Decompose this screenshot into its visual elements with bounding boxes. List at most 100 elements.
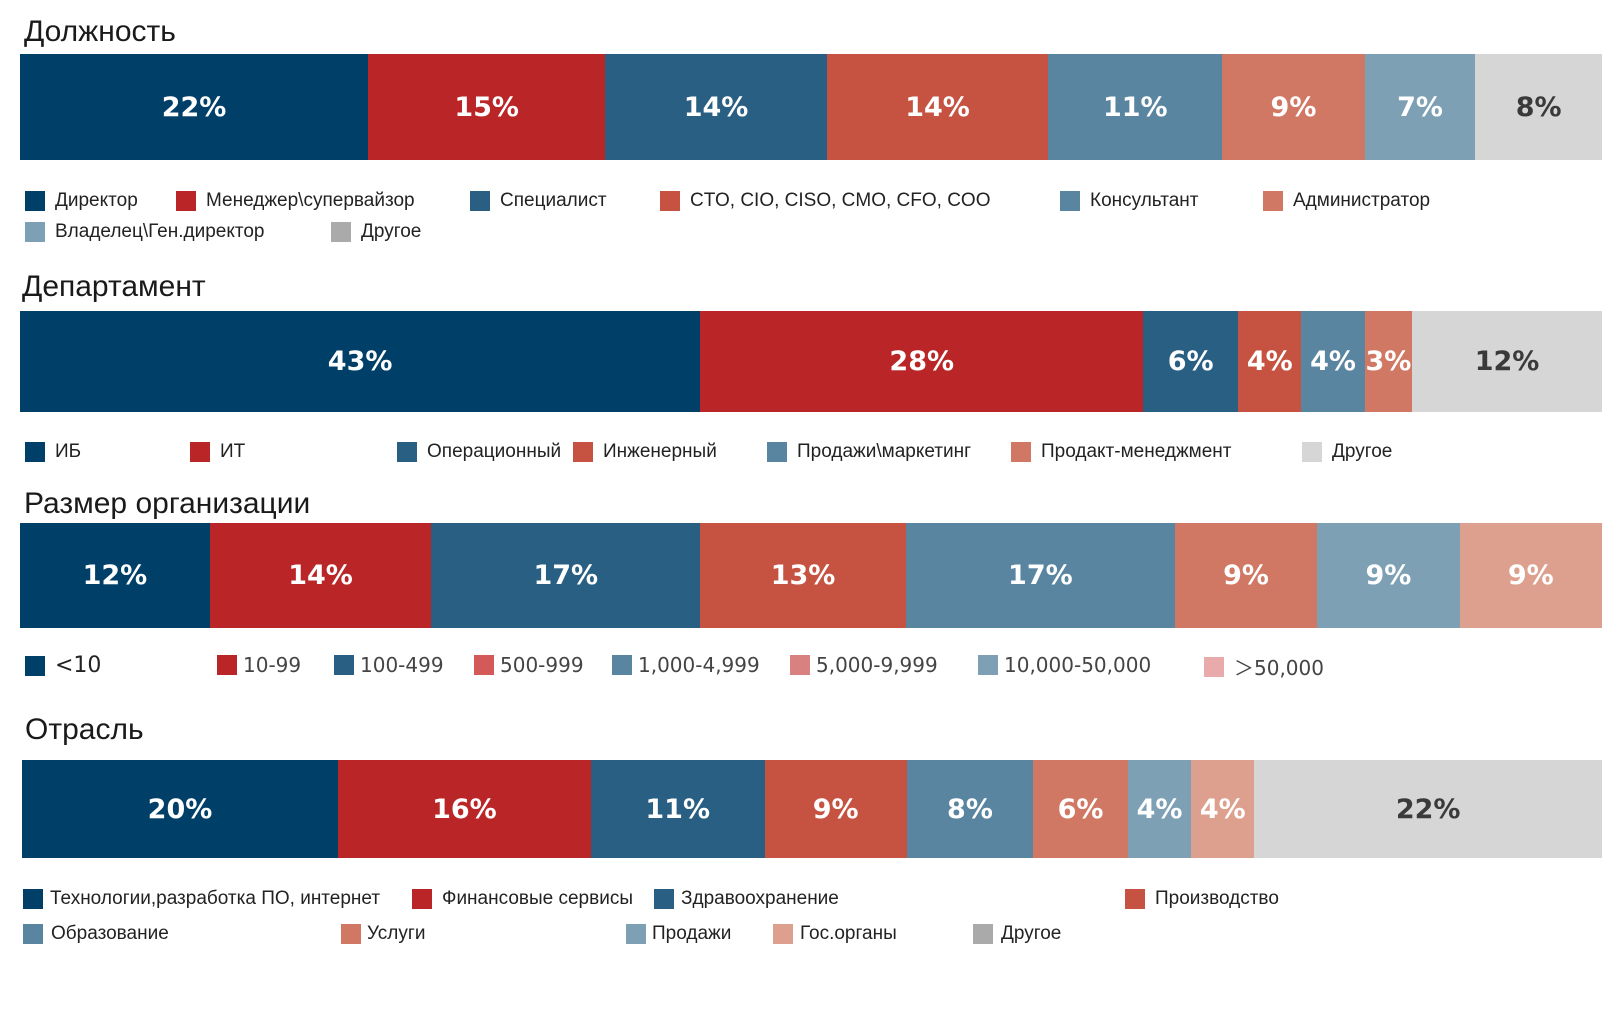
legend-label: Операционный xyxy=(427,441,562,462)
bar-segment: 7% xyxy=(1364,54,1476,160)
legend-item: Другое xyxy=(1302,441,1392,463)
data-label: 9% xyxy=(812,793,859,825)
legend-swatch xyxy=(217,655,237,675)
data-label: 12% xyxy=(82,560,148,591)
data-label: 16% xyxy=(432,793,497,825)
legend-label: Образование xyxy=(51,923,169,944)
data-label: 7% xyxy=(1397,91,1443,123)
data-label: 20% xyxy=(147,793,213,825)
data-label: 9% xyxy=(1507,560,1554,591)
bar-segment: 16% xyxy=(338,760,591,858)
legend-item: 100-499 xyxy=(334,653,444,677)
legend-item: Здравоохранение xyxy=(654,888,839,910)
data-label: 15% xyxy=(454,91,519,123)
bar-segment: 9% xyxy=(1174,523,1318,628)
legend-label: Администратор xyxy=(1293,190,1431,211)
legend-item: Технологии,разработка ПО, интернет xyxy=(23,888,380,910)
legend-item: Менеджер\супервайзор xyxy=(176,190,415,212)
legend-label: ИБ xyxy=(55,441,82,462)
bar-segment: 8% xyxy=(1475,54,1602,160)
legend-item: 5,000-9,999 xyxy=(790,653,938,677)
legend-label: Инженерный xyxy=(603,441,717,462)
legend-swatch xyxy=(331,222,351,242)
data-label: 8% xyxy=(1515,91,1562,123)
data-label: 6% xyxy=(1057,793,1104,825)
data-label: 14% xyxy=(683,91,749,123)
legend-item: 10,000-50,000 xyxy=(978,653,1151,677)
bar-segment: 14% xyxy=(209,523,432,628)
legend-swatch xyxy=(470,191,490,211)
stacked-bar-position: 22% 15% 14% 14% 11% 9% 7% 8% xyxy=(20,54,1602,160)
legend-label: Продажи xyxy=(652,923,732,944)
legend-label: 5,000-9,999 xyxy=(816,653,938,677)
bar-segment: 9% xyxy=(1222,54,1365,160)
bar-segment: 14% xyxy=(826,54,1049,160)
legend-item: ИТ xyxy=(190,441,245,463)
legend-item: <10 xyxy=(25,653,101,678)
legend-label: Производство xyxy=(1155,888,1279,909)
chart-title-industry: Отрасль xyxy=(25,713,144,746)
legend-label: <10 xyxy=(55,653,102,678)
bar-segment: 11% xyxy=(1048,54,1223,160)
legend-swatch xyxy=(23,889,43,909)
legend-label: ＞50,000 xyxy=(1234,656,1324,680)
data-label: 4% xyxy=(1136,793,1183,825)
data-label: 12% xyxy=(1474,346,1540,377)
legend-swatch xyxy=(660,191,680,211)
bar-segment: 22% xyxy=(1254,760,1602,858)
bar-segment: 9% xyxy=(1317,523,1460,628)
bar-segment: 22% xyxy=(20,54,369,160)
legend-swatch xyxy=(25,222,45,242)
bar-segment: 4% xyxy=(1301,311,1365,412)
chart-title-position: Должность xyxy=(24,15,176,48)
legend-swatch xyxy=(612,655,632,675)
bar-segment: 4% xyxy=(1191,760,1255,858)
legend-label: Технологии,разработка ПО, интернет xyxy=(50,888,381,909)
legend-item: Директор xyxy=(25,190,138,212)
bar-segment: 20% xyxy=(22,760,338,858)
legend-item: Администратор xyxy=(1263,190,1430,212)
legend-swatch xyxy=(176,191,196,211)
legend-label: Другое xyxy=(361,221,422,242)
bar-segment: 12% xyxy=(20,523,210,628)
legend-item: CTO, CIO, CISO, CMO, CFO, COO xyxy=(660,190,991,212)
legend-item: Финансовые сервисы xyxy=(412,888,633,910)
data-label: 3% xyxy=(1365,346,1412,377)
bar-segment: 12% xyxy=(1412,311,1602,412)
data-label: 28% xyxy=(889,346,955,377)
data-label: 4% xyxy=(1310,346,1356,377)
data-label: 11% xyxy=(645,793,711,825)
legend-swatch xyxy=(1011,442,1031,462)
data-label: 17% xyxy=(533,560,599,591)
legend-item: Услуги xyxy=(341,923,425,945)
legend-swatch xyxy=(773,924,793,944)
legend-swatch xyxy=(397,442,417,462)
legend-swatch xyxy=(790,655,810,675)
bar-segment: 11% xyxy=(590,760,765,858)
legend-swatch xyxy=(25,191,45,211)
bar-segment: 9% xyxy=(1459,523,1602,628)
legend-label: 1,000-4,999 xyxy=(638,653,760,677)
data-label: 11% xyxy=(1102,91,1168,123)
data-label: 6% xyxy=(1167,346,1214,377)
legend-swatch xyxy=(626,924,646,944)
legend-swatch xyxy=(973,924,993,944)
legend-swatch xyxy=(25,442,45,462)
data-label: 22% xyxy=(1395,793,1461,825)
data-label: 8% xyxy=(947,793,993,825)
legend-item: Продажи\маркетинг xyxy=(767,441,971,463)
legend-item: Другое xyxy=(973,923,1061,945)
bar-segment: 6% xyxy=(1033,760,1128,858)
legend-swatch xyxy=(978,655,998,675)
legend-item: Производство xyxy=(1125,888,1279,910)
legend-item: 1,000-4,999 xyxy=(612,653,760,677)
legend-swatch xyxy=(1125,889,1145,909)
legend-item: Продакт-менеджмент xyxy=(1011,441,1231,463)
data-label: 17% xyxy=(1008,560,1073,591)
legend-item: ＞50,000 xyxy=(1204,652,1324,681)
legend-item: Другое xyxy=(331,221,421,243)
data-label: 4% xyxy=(1199,793,1246,825)
legend-swatch xyxy=(1302,442,1322,462)
bar-segment: 14% xyxy=(605,54,827,160)
bar-segment: 28% xyxy=(700,311,1144,412)
